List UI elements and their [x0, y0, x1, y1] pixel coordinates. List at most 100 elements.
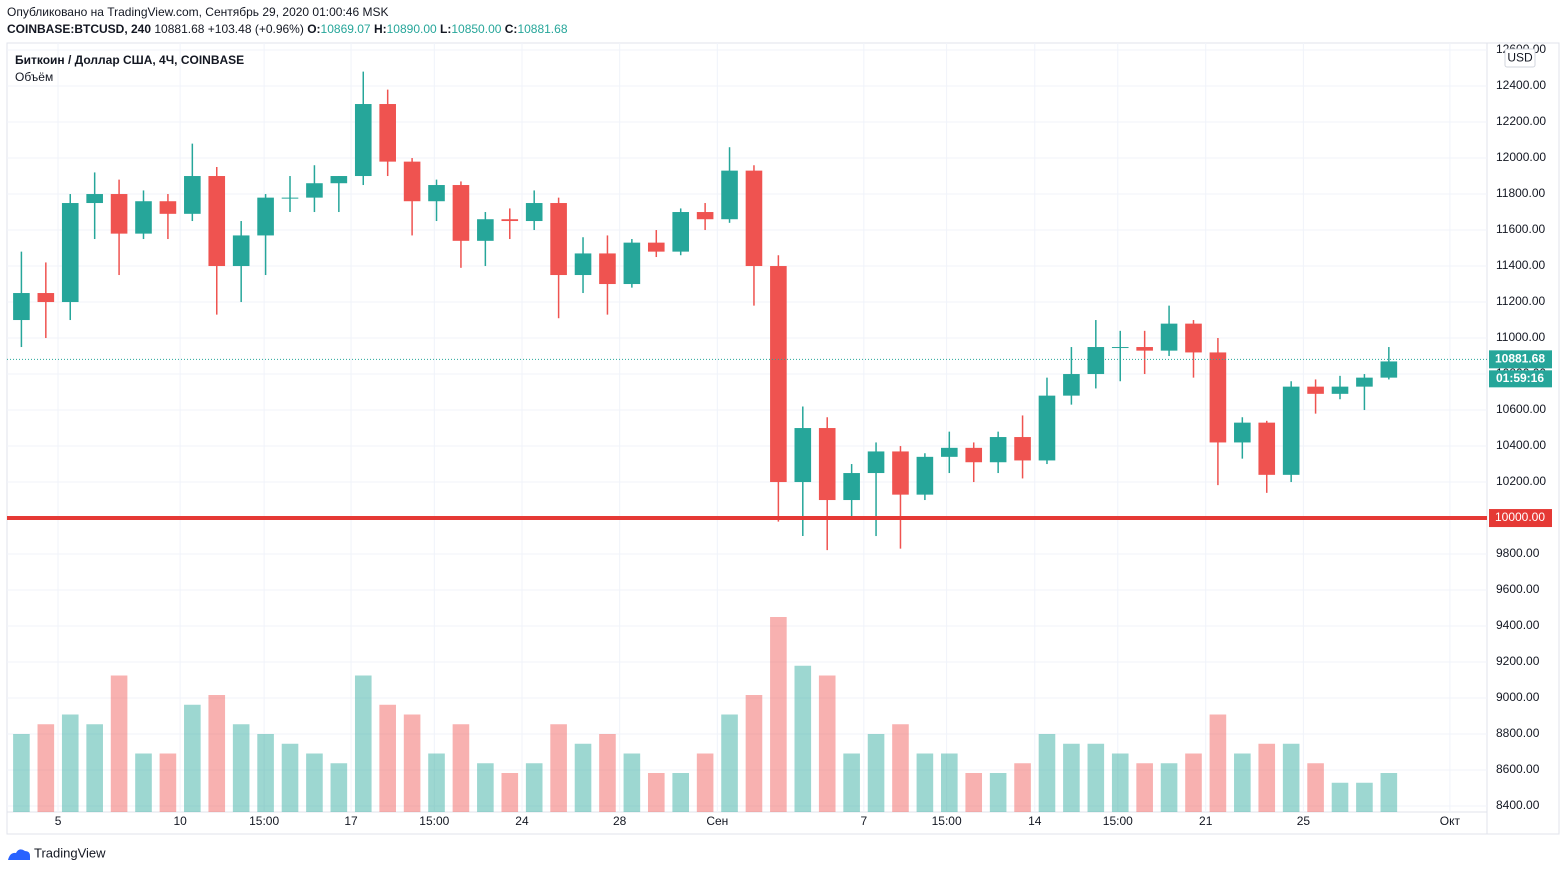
candle-body [892, 451, 909, 495]
volume-bar [86, 724, 103, 812]
c-label: C: [504, 22, 518, 36]
volume-bar [1209, 714, 1227, 812]
x-tick-label: 17 [344, 814, 358, 828]
candle-body [818, 428, 836, 501]
candle-body [452, 185, 470, 241]
x-tick-label: 21 [1199, 814, 1213, 828]
volume-bar [989, 773, 1007, 812]
brand: TradingView [34, 845, 106, 860]
volume-bar [452, 724, 470, 812]
candle-body [257, 197, 274, 236]
candle-body [110, 194, 128, 234]
volume-bar [916, 753, 934, 812]
candle-body [1136, 347, 1153, 351]
y-tick-label: 10400.00 [1496, 438, 1546, 452]
x-tick-label: 14 [1028, 814, 1042, 828]
y-tick-label: 11600.00 [1496, 222, 1545, 236]
candle-body [1307, 386, 1324, 394]
volume-bar [623, 753, 641, 812]
candle-body [941, 447, 958, 457]
candle-body [745, 170, 763, 267]
x-tick-label: 15:00 [932, 814, 962, 828]
y-tick-label: 8400.00 [1496, 798, 1540, 812]
volume-bar [843, 753, 860, 812]
candle-body [379, 104, 396, 162]
y-tick-label: 9800.00 [1496, 546, 1540, 560]
candle-body [477, 219, 494, 241]
candle-body [1185, 323, 1202, 353]
chart-title: Биткоин / Доллар США, 4Ч, COINBASE [15, 53, 244, 67]
volume-bar [184, 704, 201, 812]
volume-bar [818, 675, 836, 812]
volume-bar [477, 763, 494, 812]
volume-bar [403, 714, 421, 812]
y-tick-label: 9400.00 [1496, 618, 1540, 632]
volume-bar [1380, 773, 1398, 812]
x-tick-label: Сен [706, 814, 728, 828]
volume-bar [941, 753, 958, 812]
candle-body [1234, 422, 1251, 443]
o-label: O: [307, 22, 321, 36]
candle-body [916, 456, 934, 495]
countdown: 01:59:16 [1496, 371, 1544, 385]
candle-body [1380, 361, 1398, 378]
volume-bar [61, 714, 79, 812]
candle-body [232, 235, 250, 267]
volume-bar [257, 734, 274, 812]
y-tick-label: 10600.00 [1496, 402, 1546, 416]
volume-bar [721, 714, 738, 812]
candle-body [159, 201, 177, 214]
volume-bar [599, 734, 616, 812]
y-tick-label: 12400.00 [1496, 78, 1546, 92]
candle-body [1087, 347, 1105, 375]
x-tick-label: 5 [55, 814, 62, 828]
volume-bar [1014, 763, 1031, 812]
volume-bar [867, 734, 885, 812]
volume-bar [696, 753, 714, 812]
h-value: 10890.00 [386, 22, 437, 36]
candle-body [794, 428, 812, 483]
published: Опубликовано на TradingView.com, Сентябр… [7, 5, 389, 19]
last-price: 10881.68 [154, 22, 205, 36]
candle-body [867, 451, 885, 474]
volume-bar [892, 724, 909, 812]
candle-body [13, 293, 30, 321]
volume-bar [306, 753, 323, 812]
axes: 8400.00 8600.00 8800.00 9000.00 9200.00 9400.… [55, 42, 1552, 828]
currency-box[interactable] [1504, 48, 1536, 68]
volume-bar [1234, 753, 1251, 812]
y-tick-label: 11000.00 [1496, 330, 1545, 344]
y-tick-label: 8600.00 [1496, 762, 1540, 776]
x-tick-label: 10 [173, 814, 187, 828]
volume-bar [379, 704, 396, 812]
candle-layer [7, 71, 1487, 551]
candle-body [1356, 377, 1373, 387]
indicator-label: Объём [15, 70, 53, 84]
volume-bar [135, 753, 152, 812]
volume-bar [501, 773, 519, 812]
candle-body [281, 197, 299, 199]
candle-body [770, 266, 787, 483]
symbol: COINBASE:BTCUSD, 240 [7, 22, 152, 36]
volume-bar [550, 724, 567, 812]
volume-bar [1160, 763, 1178, 812]
volume-bar [330, 763, 348, 812]
volume-bar [1331, 782, 1349, 812]
currency[interactable]: USD [1507, 51, 1533, 65]
volume-bar [794, 665, 812, 812]
candle-body [1038, 395, 1056, 461]
volume-bar [110, 675, 128, 812]
y-tick-label: 8800.00 [1496, 726, 1540, 740]
volume-bar [1111, 753, 1129, 812]
candle-body [208, 176, 226, 267]
volume-bar [1185, 753, 1202, 812]
candle-body [61, 203, 79, 303]
volume-bar [428, 753, 445, 812]
volume-bar [232, 724, 250, 812]
price-label: 10881.68 [1495, 352, 1545, 366]
volume-bar [1307, 763, 1324, 812]
price-label-box [1489, 350, 1552, 369]
y-tick-label: 11200.00 [1496, 294, 1545, 308]
candle-body [647, 242, 665, 252]
